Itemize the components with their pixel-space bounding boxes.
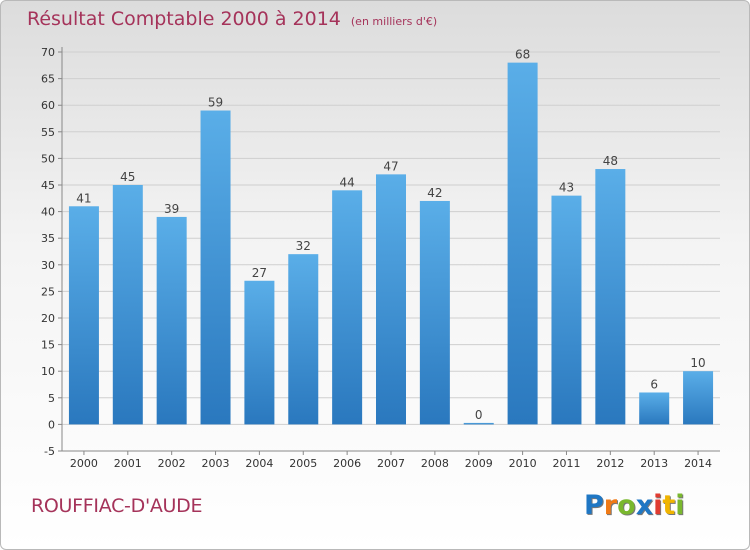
label-layer: 41 45 39 59 27 32 44 47 42 0 68 43 48 6 10: [76, 48, 705, 422]
y-tick-label: 20: [41, 312, 55, 325]
logo-letter: t: [662, 490, 676, 521]
x-tick-label: 2001: [114, 457, 142, 470]
y-tick-label: 10: [41, 365, 55, 378]
data-label: 27: [252, 266, 267, 280]
x-tick-label: 2009: [465, 457, 493, 470]
logo-letter: r: [603, 490, 618, 521]
data-label: 32: [296, 239, 311, 253]
data-label: 45: [120, 170, 135, 184]
data-label: 43: [559, 181, 574, 195]
x-tick-label: 2006: [333, 457, 361, 470]
data-label: 42: [427, 186, 442, 200]
y-tick-label: 50: [41, 152, 55, 165]
chart-title: Résultat Comptable 2000 à 2014 (en millie…: [27, 8, 437, 30]
bar-2006: [332, 190, 363, 425]
logo-letter: o: [617, 490, 636, 521]
y-tick-label: 60: [41, 99, 55, 112]
chart-unit-note: (en milliers d'€): [350, 15, 438, 28]
y-tick-label: 15: [41, 339, 55, 352]
data-label: 47: [383, 159, 398, 173]
place-name: ROUFFIAC-D'AUDE: [31, 495, 203, 517]
bar-2007: [376, 174, 406, 425]
y-tick-label: 65: [41, 73, 55, 86]
bar-2004: [244, 280, 275, 425]
y-tick-label: 30: [41, 259, 55, 272]
logo-letter: P: [584, 490, 604, 521]
y-tick-label: -5: [44, 445, 55, 458]
data-label: 68: [515, 48, 530, 62]
bar-layer: [68, 62, 714, 425]
bar-2000: [68, 206, 99, 425]
data-label: 10: [690, 356, 705, 370]
logo-letter: x: [635, 490, 654, 521]
bar-2002: [156, 216, 187, 425]
bar-2010: [507, 62, 538, 425]
y-tick-label: 70: [41, 46, 55, 59]
y-tick-label: 45: [41, 179, 55, 192]
bar-2005: [288, 254, 319, 425]
data-label: 39: [164, 202, 179, 216]
y-tick-label: 0: [48, 418, 55, 431]
x-tick-label: 2011: [552, 457, 580, 470]
x-tick-label: 2007: [377, 457, 405, 470]
data-label: 48: [603, 154, 618, 168]
bar-2001: [112, 185, 143, 425]
x-tick-label: 2013: [640, 457, 668, 470]
bar-2008: [419, 200, 450, 425]
bar-2011: [551, 195, 582, 425]
y-tick-label: 40: [41, 206, 55, 219]
y-tick-label: 55: [41, 126, 55, 139]
x-tick-label: 2002: [158, 457, 186, 470]
data-label: 41: [76, 191, 91, 205]
x-tick-label: 2012: [596, 457, 624, 470]
bar-2013: [639, 392, 670, 425]
bar-2014: [683, 371, 714, 425]
x-tick-label: 2010: [509, 457, 537, 470]
proxiti-logo[interactable]: Proxiti: [584, 490, 685, 521]
data-label: 6: [650, 377, 658, 391]
x-tick-label: 2004: [245, 457, 273, 470]
chart-title-text: Résultat Comptable 2000 à 2014: [27, 8, 341, 30]
data-label: 44: [339, 175, 354, 189]
logo-letter: i: [653, 490, 663, 521]
y-tick-label: 5: [48, 392, 55, 405]
data-label: 0: [475, 408, 483, 422]
x-tick-label: 2014: [684, 457, 712, 470]
x-tick-label: 2005: [289, 457, 317, 470]
bar-2009: [463, 422, 494, 425]
y-tick-label: 25: [41, 285, 55, 298]
x-tick-label: 2000: [70, 457, 98, 470]
x-tick-label: 2003: [202, 457, 230, 470]
bar-2012: [595, 169, 626, 425]
bar-2003: [200, 110, 231, 425]
logo-letter: i: [675, 490, 685, 521]
y-tick-label: 35: [41, 232, 55, 245]
data-label: 59: [208, 96, 223, 110]
x-tick-label: 2008: [421, 457, 449, 470]
